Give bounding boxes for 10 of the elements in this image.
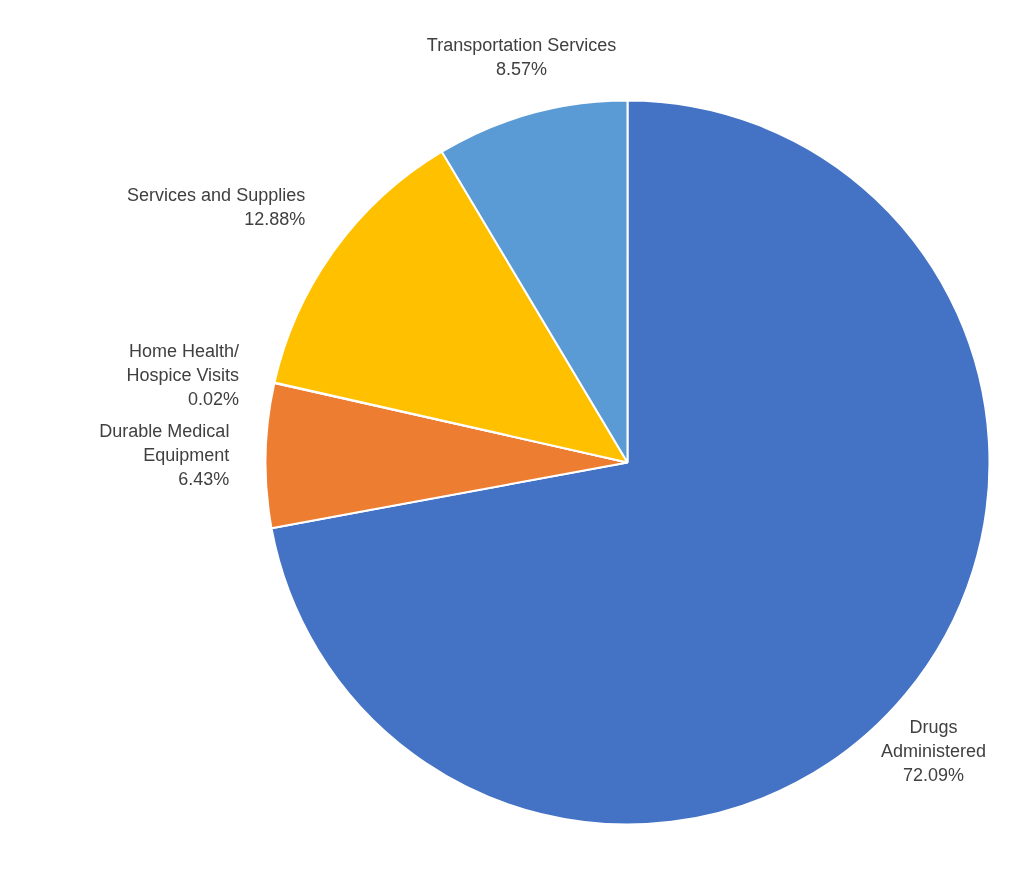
slice-label: Transportation Services <box>426 34 617 55</box>
data-label: 72.09% <box>903 765 965 786</box>
data-label: 6.43% <box>178 468 230 489</box>
slice-label: Home Health/ Hospice Visits <box>126 340 240 385</box>
data-label: 12.88% <box>244 208 306 229</box>
slice-label: Drugs Administered <box>881 717 987 762</box>
slice-label: Durable Medical Equipment <box>99 420 230 465</box>
data-label: 0.02% <box>188 388 240 409</box>
slice-label: Services and Supplies <box>127 184 306 205</box>
data-label: 8.57% <box>496 58 548 79</box>
